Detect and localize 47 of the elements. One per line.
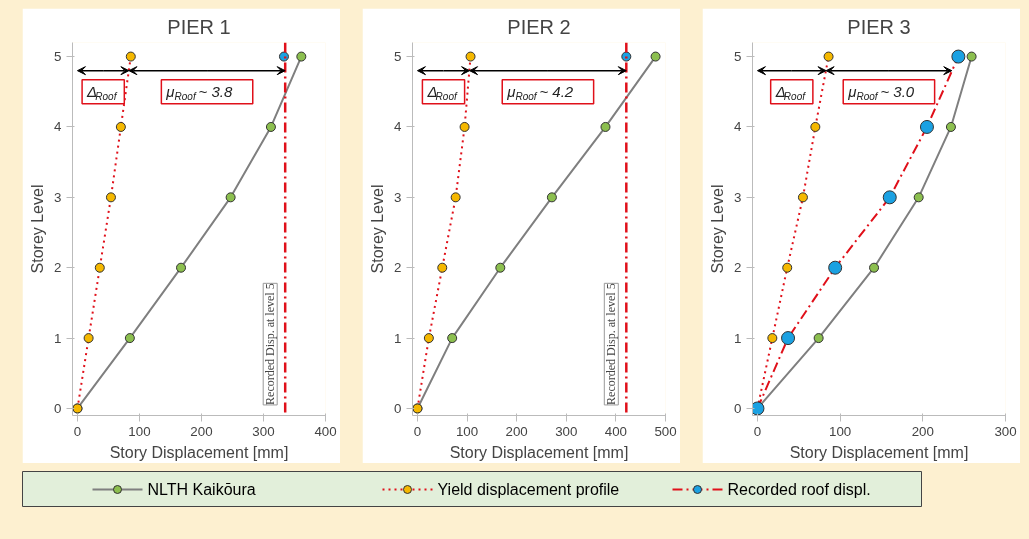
y-tick-label: 4 bbox=[734, 119, 743, 135]
x-tick-label: 100 bbox=[829, 423, 852, 439]
ref-line-label: Recorded Disp. at level 5 bbox=[604, 283, 619, 405]
chart-title: PIER 2 bbox=[507, 15, 571, 38]
chart-title: PIER 3 bbox=[847, 15, 911, 38]
chart-title: PIER 1 bbox=[167, 15, 231, 38]
legend-label: Recorded roof displ. bbox=[727, 481, 871, 498]
x-tick-label: 200 bbox=[911, 423, 934, 439]
x-tick-label: 0 bbox=[73, 423, 82, 439]
y-tick-label: 3 bbox=[734, 189, 742, 205]
y-tick-label: 3 bbox=[394, 189, 402, 205]
x-axis-title: Story Displacement [mm] bbox=[449, 443, 629, 461]
y-tick-label: 2 bbox=[54, 260, 62, 276]
y-tick-label: 2 bbox=[394, 260, 402, 276]
y-tick-label: 2 bbox=[734, 260, 742, 276]
x-tick-label: 0 bbox=[413, 423, 422, 439]
x-tick-label: 500 bbox=[654, 423, 677, 439]
x-tick-label: 200 bbox=[505, 423, 528, 439]
x-tick-label: 100 bbox=[455, 423, 479, 439]
x-tick-label: 300 bbox=[252, 423, 275, 439]
y-tick-label: 4 bbox=[394, 119, 403, 135]
y-tick-label: 0 bbox=[734, 400, 742, 416]
y-tick-label: 0 bbox=[394, 400, 402, 416]
y-tick-label: 4 bbox=[54, 119, 63, 135]
x-axis-title: Story Displacement [mm] bbox=[789, 443, 969, 461]
y-tick-label: 0 bbox=[54, 400, 62, 416]
y-tick-label: 3 bbox=[54, 189, 62, 205]
x-tick-label: 200 bbox=[190, 423, 213, 439]
x-tick-label: 300 bbox=[994, 423, 1017, 439]
x-axis-title: Story Displacement [mm] bbox=[109, 443, 289, 461]
y-axis-title: Storey Level bbox=[709, 184, 727, 274]
y-tick-label: 1 bbox=[54, 330, 62, 346]
x-tick-label: 400 bbox=[314, 423, 337, 439]
y-axis-title: Storey Level bbox=[29, 184, 47, 274]
x-tick-label: 100 bbox=[128, 423, 151, 439]
y-tick-label: 1 bbox=[734, 330, 742, 346]
x-tick-label: 0 bbox=[753, 423, 762, 439]
legend-label: NLTH Kaikōura bbox=[147, 481, 256, 498]
legend-label: Yield displacement profile bbox=[437, 481, 620, 498]
y-tick-label: 5 bbox=[54, 49, 62, 65]
x-tick-label: 300 bbox=[555, 423, 578, 439]
y-tick-label: 5 bbox=[734, 49, 742, 65]
y-tick-label: 5 bbox=[394, 49, 402, 65]
y-axis-title: Storey Level bbox=[369, 184, 387, 274]
y-tick-label: 1 bbox=[394, 330, 402, 346]
x-tick-label: 400 bbox=[604, 423, 628, 439]
ref-line-label: Recorded Disp. at level 5 bbox=[263, 283, 278, 405]
